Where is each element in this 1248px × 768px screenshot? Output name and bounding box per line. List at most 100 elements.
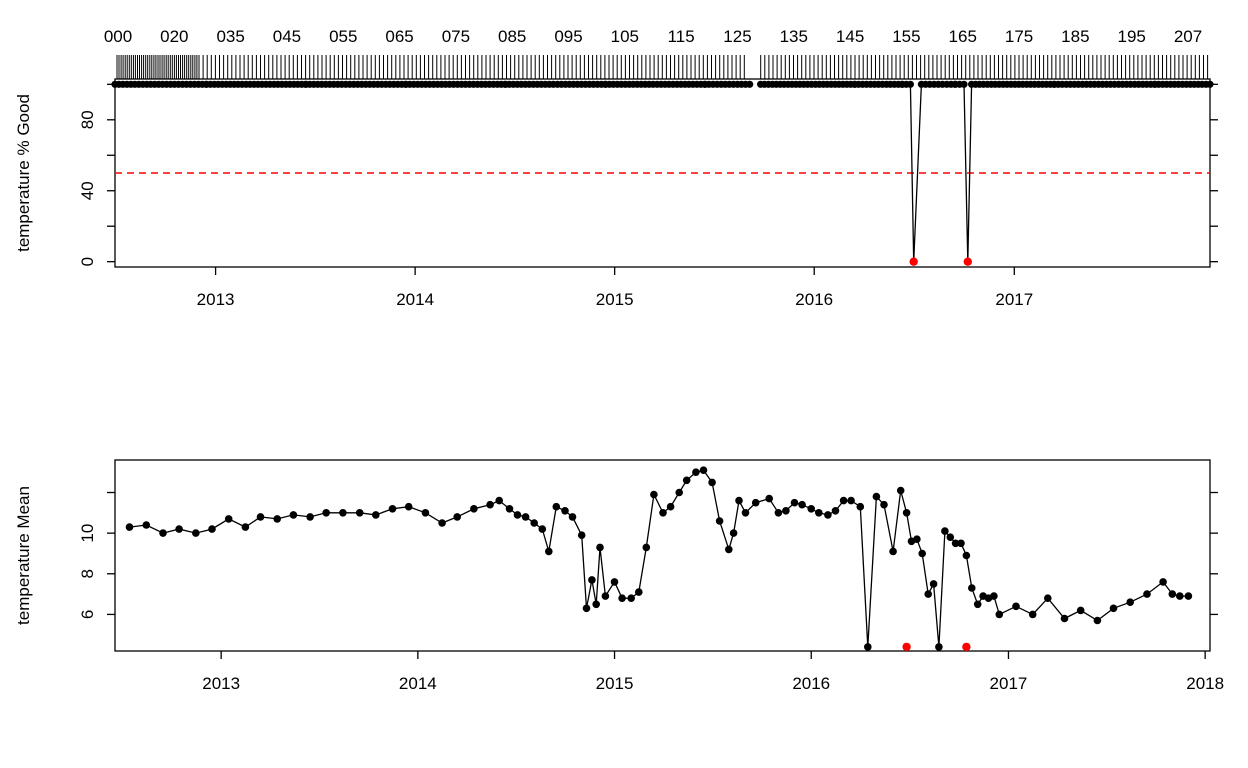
flagged-data-point: [902, 642, 911, 652]
data-point: [404, 502, 413, 511]
data-point: [530, 519, 538, 527]
top-tick-label: 000: [104, 27, 132, 46]
series-points: [111, 80, 1214, 266]
x-tick-label: 2014: [399, 674, 437, 693]
data-point: [1060, 614, 1069, 623]
data-point: [946, 533, 955, 541]
data-point: [1044, 594, 1052, 602]
data-point: [913, 535, 921, 543]
y-tick-label: 10: [78, 524, 97, 543]
x-tick-label: 2013: [197, 290, 235, 309]
data-point: [973, 600, 982, 609]
y-tick-label: 6: [78, 610, 97, 619]
top-tick-label: 207: [1174, 27, 1202, 46]
data-point: [241, 523, 250, 531]
data-point: [682, 476, 691, 485]
data-point: [142, 521, 151, 529]
data-point: [588, 576, 596, 584]
data-point: [1176, 592, 1184, 600]
data-point: [453, 513, 462, 521]
data-point: [627, 594, 635, 602]
data-point: [592, 600, 600, 609]
top-tick-label: 035: [216, 27, 244, 46]
data-point: [421, 509, 430, 517]
data-point: [746, 80, 754, 88]
data-point: [815, 509, 823, 517]
data-point: [577, 531, 586, 539]
data-point: [847, 496, 855, 505]
data-point: [355, 509, 364, 517]
data-point: [125, 523, 134, 531]
x-tick-label: 2015: [596, 290, 634, 309]
data-point: [618, 594, 626, 602]
data-point: [906, 80, 915, 88]
y-axis-label: temperature % Good: [14, 94, 33, 252]
y-tick-label: 0: [78, 257, 97, 266]
top-tick-label: 195: [1117, 27, 1145, 46]
top-tick-marks: [116, 55, 1209, 79]
data-point: [735, 496, 743, 505]
data-point: [1126, 598, 1134, 606]
data-point: [699, 466, 708, 475]
data-point: [1143, 590, 1151, 598]
data-point: [1076, 606, 1085, 615]
data-point: [438, 519, 446, 527]
data-point: [642, 543, 651, 552]
top-tick-label: 155: [892, 27, 920, 46]
data-point: [831, 507, 840, 515]
data-point: [372, 511, 380, 519]
data-point: [725, 545, 733, 554]
data-point: [929, 580, 938, 588]
data-point: [864, 643, 872, 651]
x-tick-label: 2017: [995, 290, 1033, 309]
data-point: [289, 511, 298, 519]
x-tick-label: 2015: [596, 674, 634, 693]
top-tick-label: 105: [611, 27, 639, 46]
data-point: [765, 494, 773, 503]
data-point: [774, 509, 783, 517]
data-point: [306, 513, 314, 521]
top-tick-label: 055: [329, 27, 357, 46]
data-point: [224, 515, 233, 523]
data-point: [807, 505, 815, 513]
top-tick-label: 065: [385, 27, 413, 46]
data-point: [896, 486, 905, 495]
top-tick-rug: [116, 55, 1209, 79]
top-tick-label: 125: [723, 27, 751, 46]
plot-frame: [114, 459, 1211, 652]
data-point: [880, 500, 888, 509]
data-point: [1206, 80, 1214, 88]
data-point: [495, 496, 504, 505]
series-line: [129, 469, 1189, 647]
data-point: [729, 529, 738, 537]
data-point: [505, 505, 514, 513]
data-point: [635, 588, 643, 596]
data-point: [521, 513, 530, 521]
data-point: [513, 511, 522, 519]
data-point: [561, 507, 569, 515]
data-point: [962, 551, 971, 560]
data-point: [951, 539, 960, 548]
flagged-data-point: [909, 257, 918, 266]
data-point: [1184, 592, 1193, 600]
data-point: [1109, 604, 1118, 613]
data-point: [388, 505, 397, 513]
data-point: [659, 509, 667, 517]
series-points: [125, 466, 1193, 652]
data-point: [610, 578, 619, 586]
data-point: [856, 502, 865, 511]
data-point: [941, 527, 949, 535]
data-point: [322, 509, 331, 517]
x-tick-label: 2016: [792, 674, 830, 693]
data-point: [918, 549, 926, 558]
data-point: [1159, 578, 1167, 586]
data-point: [790, 498, 799, 507]
data-point: [568, 513, 577, 521]
top-tick-label: 185: [1061, 27, 1089, 46]
x-tick-label: 2014: [396, 290, 434, 309]
data-point: [995, 610, 1004, 619]
data-point: [339, 509, 347, 517]
flagged-data-point: [962, 642, 971, 652]
data-point: [1012, 602, 1020, 611]
